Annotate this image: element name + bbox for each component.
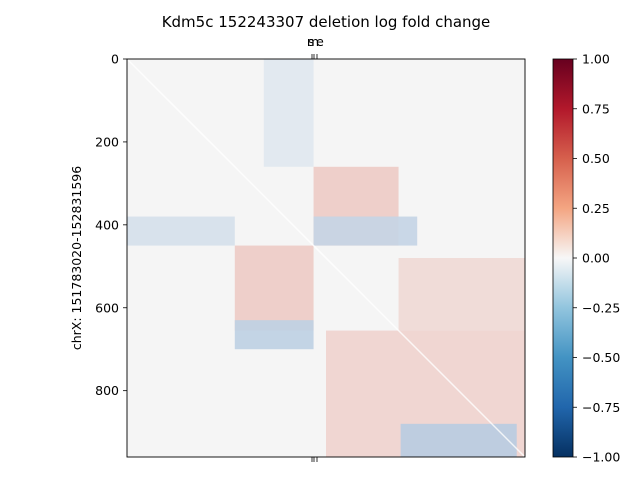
y-axis-ticks: 0 200 400 600 800 <box>95 52 127 398</box>
colorbar-tick-label: −0.25 <box>582 300 620 315</box>
y-axis-label: chrX: 151783020-152831596 <box>69 166 84 350</box>
heatmap-block-5 <box>127 216 235 246</box>
top-tick-label-e: e <box>316 34 324 49</box>
heatmap-blocks <box>127 59 525 457</box>
heatmap-block-3 <box>398 258 525 331</box>
colorbar-ticks: 1.00 0.75 0.50 0.25 0.00 −0.25 −0.50 −0.75 −1.00 <box>573 52 620 465</box>
colorbar-tick-label: 0.00 <box>582 251 610 266</box>
colorbar <box>552 58 574 458</box>
top-tick-label-s: s <box>308 34 315 49</box>
colorbar-tick-label: 1.00 <box>582 52 610 67</box>
colorbar-tick-label: 0.50 <box>582 151 610 166</box>
y-tick-label: 800 <box>95 383 119 398</box>
colorbar-tick-label: −0.75 <box>582 400 620 415</box>
diagonal-line <box>126 58 526 458</box>
bottom-ticks <box>311 457 318 462</box>
y-tick-label: 400 <box>95 217 119 232</box>
heatmap-block-4 <box>263 59 314 167</box>
colorbar-tick-label: −1.00 <box>582 450 620 465</box>
y-tick-label: 600 <box>95 300 119 315</box>
heatmap-block-7 <box>234 320 314 350</box>
y-tick-label: 0 <box>111 52 119 67</box>
top-tick-label-m: m <box>307 34 319 49</box>
colorbar-tick-label: 0.75 <box>582 101 610 116</box>
colorbar-tick-label: −0.50 <box>582 350 620 365</box>
heatmap-block-1 <box>234 245 314 331</box>
colorbar-tick-label: 0.25 <box>582 201 610 216</box>
y-tick-label: 200 <box>95 134 119 149</box>
top-ticks: s e m <box>307 34 324 59</box>
heatmap-block-8 <box>400 423 517 457</box>
chart-title: Kdm5c 152243307 deletion log fold change <box>162 13 491 31</box>
heatmap-block-6 <box>313 216 418 246</box>
plot-frame <box>126 58 526 458</box>
